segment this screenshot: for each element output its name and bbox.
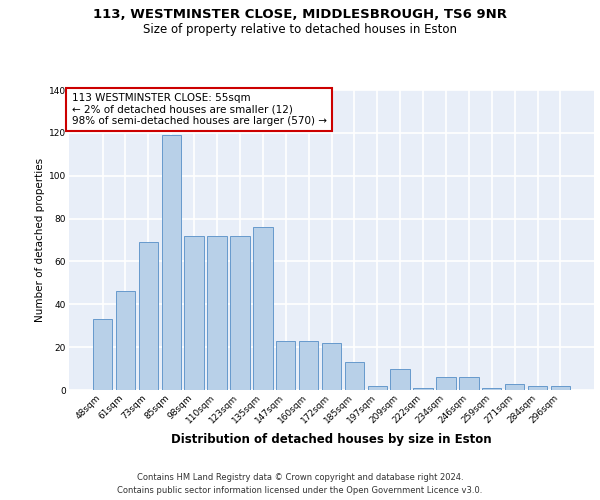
Y-axis label: Number of detached properties: Number of detached properties bbox=[35, 158, 45, 322]
Bar bbox=[230, 236, 250, 390]
Bar bbox=[93, 320, 112, 390]
Bar bbox=[344, 362, 364, 390]
Text: 113 WESTMINSTER CLOSE: 55sqm
← 2% of detached houses are smaller (12)
98% of sem: 113 WESTMINSTER CLOSE: 55sqm ← 2% of det… bbox=[71, 93, 326, 126]
Bar bbox=[551, 386, 570, 390]
Bar bbox=[139, 242, 158, 390]
Bar bbox=[413, 388, 433, 390]
Text: Size of property relative to detached houses in Eston: Size of property relative to detached ho… bbox=[143, 22, 457, 36]
Bar bbox=[208, 236, 227, 390]
Bar bbox=[299, 340, 319, 390]
Text: Contains HM Land Registry data © Crown copyright and database right 2024.
Contai: Contains HM Land Registry data © Crown c… bbox=[118, 474, 482, 495]
Bar bbox=[161, 135, 181, 390]
Bar bbox=[391, 368, 410, 390]
Bar bbox=[276, 340, 295, 390]
X-axis label: Distribution of detached houses by size in Eston: Distribution of detached houses by size … bbox=[171, 433, 492, 446]
Bar bbox=[253, 227, 272, 390]
Bar bbox=[184, 236, 204, 390]
Bar bbox=[436, 377, 455, 390]
Bar bbox=[505, 384, 524, 390]
Bar bbox=[459, 377, 479, 390]
Bar bbox=[528, 386, 547, 390]
Bar bbox=[368, 386, 387, 390]
Bar bbox=[482, 388, 502, 390]
Text: 113, WESTMINSTER CLOSE, MIDDLESBROUGH, TS6 9NR: 113, WESTMINSTER CLOSE, MIDDLESBROUGH, T… bbox=[93, 8, 507, 20]
Bar bbox=[322, 343, 341, 390]
Bar bbox=[116, 292, 135, 390]
